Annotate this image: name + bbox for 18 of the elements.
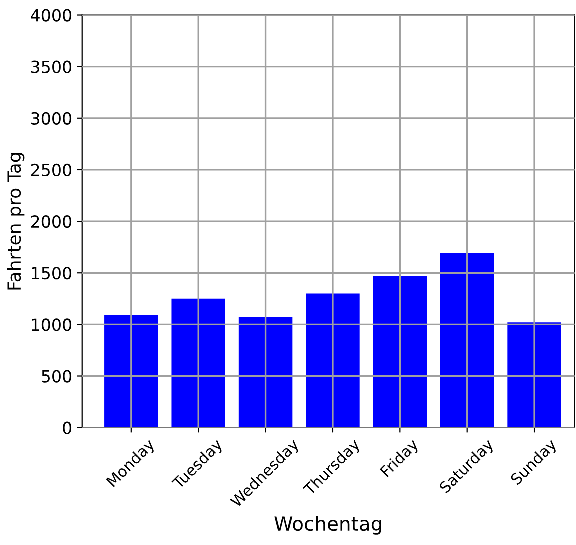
y-axis-title: Fahrten pro Tag: [7, 153, 25, 290]
y-tick-label: 2000: [31, 216, 72, 228]
x-axis-title: Wochentag: [274, 516, 382, 535]
bar: [104, 315, 158, 428]
y-tick-label: 1500: [32, 267, 72, 280]
y-tick-label: 2500: [31, 164, 72, 177]
y-tick-label: 0: [63, 422, 72, 434]
y-tick-label: 4000: [31, 9, 72, 22]
y-tick-label: 500: [42, 370, 72, 383]
y-tick-label: 1000: [32, 318, 72, 332]
y-tick-label: 3500: [32, 60, 72, 74]
bar: [172, 298, 226, 428]
bar: [306, 294, 360, 428]
y-tick-label: 3000: [32, 112, 72, 125]
bar: [238, 317, 293, 428]
bar: [508, 322, 562, 428]
bar: [373, 276, 428, 428]
bar: [440, 254, 494, 428]
